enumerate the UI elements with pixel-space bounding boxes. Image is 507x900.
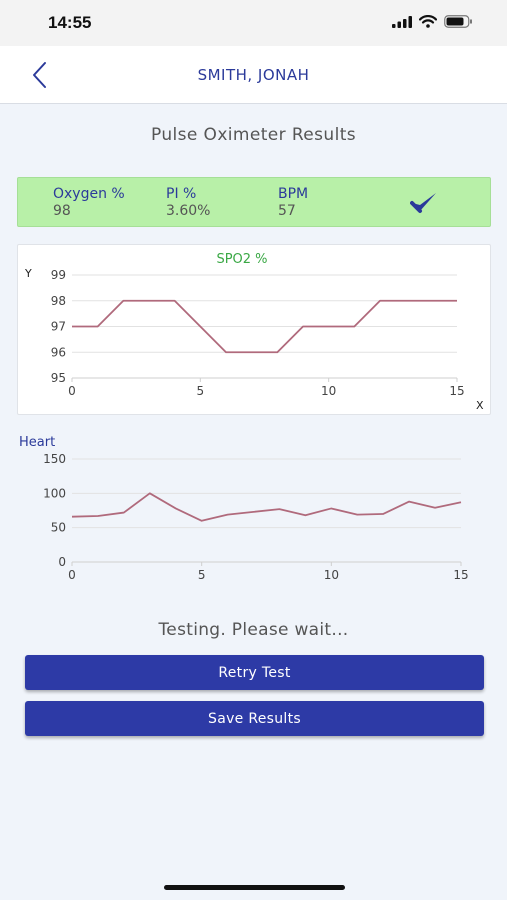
spo2-x-tick-label: 0 <box>68 384 76 398</box>
spo2-y-tick-label: 98 <box>51 294 66 308</box>
bpm-value: 57 <box>278 203 296 219</box>
oxygen-value: 98 <box>53 203 71 219</box>
battery-icon <box>444 15 472 28</box>
signal-icon <box>392 15 412 28</box>
spo2-x-tick-label: 10 <box>321 384 336 398</box>
spo2-y-tick-label: 96 <box>51 345 66 359</box>
patient-name: SMITH, JONAH <box>197 66 310 84</box>
heart-series-line <box>71 492 462 522</box>
pi-value: 3.60% <box>166 203 211 219</box>
checkmark-icon <box>410 193 436 213</box>
back-button[interactable] <box>26 58 60 92</box>
spo2-x-axis-label: X <box>476 399 484 412</box>
save-results-button[interactable]: Save Results <box>25 701 484 736</box>
wifi-icon <box>419 15 437 28</box>
oxygen-metric: Oxygen % 98 <box>53 186 125 220</box>
status-bar: 14:55 <box>0 0 507 46</box>
heart-y-tick-label: 0 <box>58 555 66 569</box>
spo2-y-tick-label: 95 <box>51 371 66 385</box>
testing-status: Testing. Please wait... <box>158 620 349 640</box>
bpm-metric: BPM 57 <box>278 186 308 220</box>
page-title: Pulse Oximeter Results <box>150 125 357 145</box>
status-time: 14:55 <box>48 13 92 32</box>
spo2-x-tick-label: 15 <box>449 384 464 398</box>
spo2-y-tick-label: 97 <box>51 320 66 334</box>
oxygen-label: Oxygen % <box>53 186 125 202</box>
heart-chart-title: Heart <box>19 435 55 450</box>
home-indicator <box>164 885 345 890</box>
heart-y-tick-label: 100 <box>43 486 66 500</box>
spo2-series-line <box>72 299 457 354</box>
heart-x-tick-label: 0 <box>68 568 76 582</box>
bpm-label: BPM <box>278 186 309 202</box>
spo2-x-tick-label: 5 <box>197 384 205 398</box>
spo2-chart-title: SPO2 % <box>216 252 267 267</box>
pi-label: PI % <box>166 186 197 202</box>
spo2-chart: SPO2 % Y X 95 96 97 98 99 0 5 10 15 <box>24 252 484 412</box>
chevron-left-icon <box>33 62 46 88</box>
pi-metric: PI % 3.60% <box>166 186 210 220</box>
heart-y-tick-label: 150 <box>43 452 66 466</box>
heart-x-tick-label: 15 <box>453 568 468 582</box>
results-summary: Oxygen % 98 PI % 3.60% BPM 57 <box>17 177 491 227</box>
spo2-chart-card: SPO2 % Y X 95 96 97 98 99 0 5 10 15 <box>17 244 491 415</box>
status-icons <box>392 15 473 28</box>
heart-y-tick-label: 50 <box>51 521 66 535</box>
heart-x-tick-label: 10 <box>324 568 339 582</box>
spo2-y-axis-label: Y <box>24 267 32 280</box>
heart-chart: Heart 0 50 100 150 0 5 10 15 <box>19 435 469 582</box>
heart-x-tick-label: 5 <box>198 568 206 582</box>
nav-bar: SMITH, JONAH <box>0 46 507 104</box>
spo2-y-tick-label: 99 <box>51 268 66 282</box>
retry-test-button[interactable]: Retry Test <box>25 655 484 690</box>
